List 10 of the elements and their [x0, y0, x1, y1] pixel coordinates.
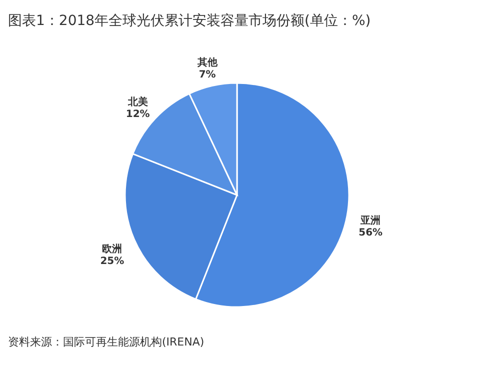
data-label: 56% — [358, 227, 383, 238]
chart-title: 图表1：2018年全球光伏累计安装容量市场份额(单位：%) — [8, 13, 371, 29]
slice-label: 其他 — [196, 56, 218, 68]
data-label: 12% — [126, 108, 150, 120]
slice-label: 北美 — [126, 96, 148, 108]
data-label: 25% — [100, 256, 124, 268]
text: 资料来源：国际可再生能源机构(IRENA) — [8, 336, 204, 348]
slice-label: 亚洲 — [360, 214, 381, 226]
data-label: 7% — [198, 69, 216, 80]
slice-label: 欧洲 — [102, 243, 122, 256]
